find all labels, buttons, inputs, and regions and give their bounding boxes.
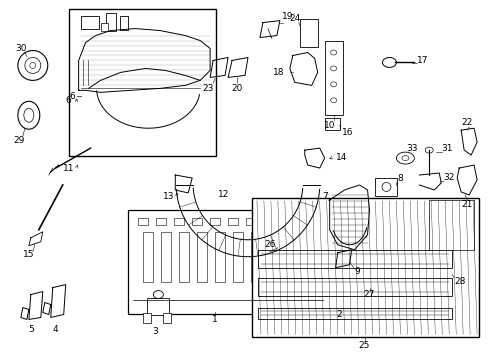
Text: 18: 18 xyxy=(273,68,285,77)
Bar xyxy=(210,218,220,225)
Text: 2: 2 xyxy=(337,310,343,319)
Bar xyxy=(100,23,107,31)
Text: 5: 5 xyxy=(28,325,34,334)
Text: 19: 19 xyxy=(282,12,294,21)
Text: 32: 32 xyxy=(443,172,455,181)
Text: 9: 9 xyxy=(355,267,361,276)
Bar xyxy=(179,232,189,282)
Bar xyxy=(138,218,148,225)
Bar xyxy=(287,232,297,282)
Bar xyxy=(258,307,452,319)
Text: 29: 29 xyxy=(13,136,24,145)
Text: 15: 15 xyxy=(23,250,35,259)
Text: 31: 31 xyxy=(441,144,453,153)
Bar xyxy=(197,232,207,282)
Text: 26: 26 xyxy=(264,240,275,249)
Bar xyxy=(128,210,328,315)
Text: 23: 23 xyxy=(202,84,214,93)
Text: 24: 24 xyxy=(290,14,301,23)
Bar xyxy=(258,278,452,296)
Bar xyxy=(121,15,128,30)
Bar xyxy=(144,232,153,282)
Text: 14: 14 xyxy=(336,153,347,162)
Bar xyxy=(215,232,225,282)
Bar xyxy=(163,314,172,323)
Text: 22: 22 xyxy=(462,118,473,127)
Text: 10: 10 xyxy=(324,121,336,130)
Text: 16: 16 xyxy=(342,128,353,137)
Text: 7: 7 xyxy=(322,193,328,202)
Text: 6: 6 xyxy=(70,92,75,101)
Bar xyxy=(258,250,452,268)
Bar xyxy=(81,15,98,28)
Text: 25: 25 xyxy=(359,341,370,350)
Bar xyxy=(144,314,151,323)
Bar xyxy=(429,200,474,250)
Text: 30: 30 xyxy=(15,44,26,53)
Text: 17: 17 xyxy=(417,56,429,65)
Text: 11: 11 xyxy=(63,163,74,172)
Bar xyxy=(269,232,279,282)
Text: 27: 27 xyxy=(364,290,375,299)
Bar xyxy=(325,41,343,115)
Text: 1: 1 xyxy=(212,315,218,324)
Bar xyxy=(300,19,318,46)
Bar xyxy=(147,298,169,315)
Bar xyxy=(264,218,274,225)
Bar xyxy=(251,232,261,282)
Bar xyxy=(246,218,256,225)
Bar xyxy=(161,232,172,282)
Bar xyxy=(233,232,243,282)
Text: 20: 20 xyxy=(231,84,243,93)
Bar xyxy=(69,9,216,156)
Bar xyxy=(192,218,202,225)
Text: 28: 28 xyxy=(454,277,466,286)
Bar xyxy=(375,178,397,196)
Bar xyxy=(105,13,116,31)
Bar xyxy=(282,218,292,225)
Bar xyxy=(305,232,315,282)
Text: 3: 3 xyxy=(152,327,158,336)
Bar xyxy=(156,218,166,225)
Text: 21: 21 xyxy=(462,201,473,210)
Text: 8: 8 xyxy=(397,174,403,183)
Bar xyxy=(174,218,184,225)
Bar xyxy=(325,118,340,130)
Bar xyxy=(228,218,238,225)
Text: 6: 6 xyxy=(66,96,72,105)
Bar xyxy=(252,198,479,337)
Text: 4: 4 xyxy=(53,325,58,334)
Text: 13: 13 xyxy=(163,193,174,202)
Text: 33: 33 xyxy=(407,144,418,153)
Text: 12: 12 xyxy=(219,190,230,199)
